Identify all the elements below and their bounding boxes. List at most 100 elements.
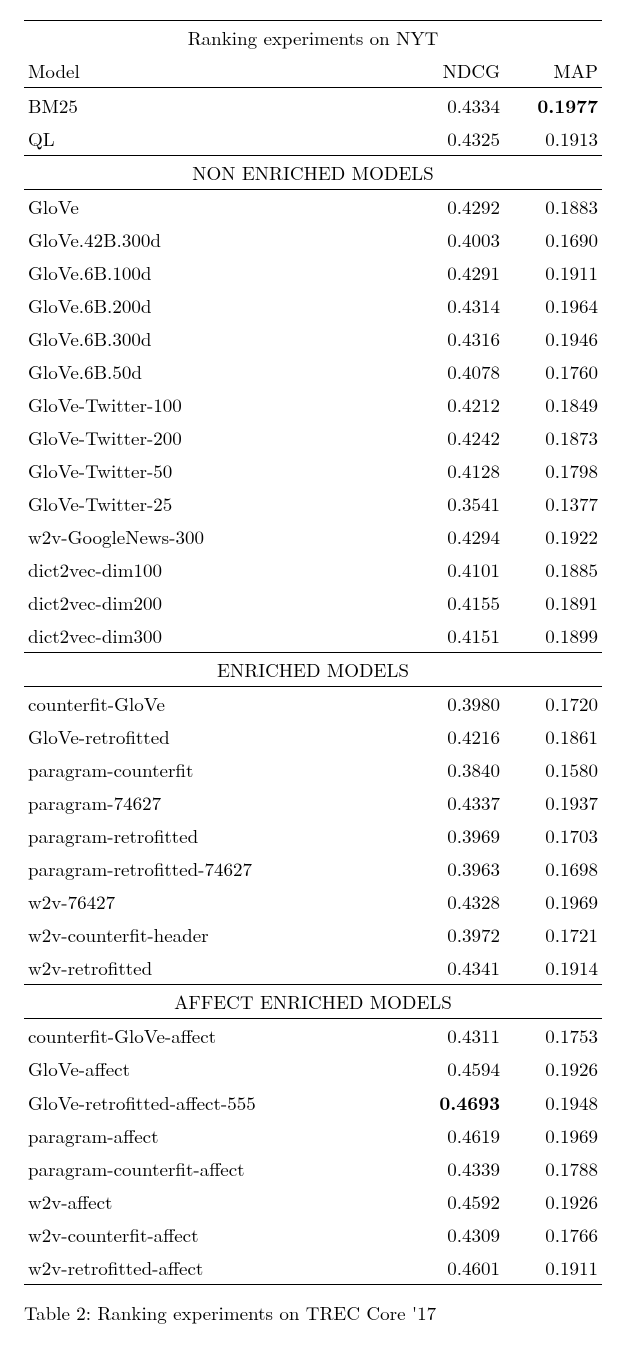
model-cell: GloVe-Twitter-50 xyxy=(24,454,406,487)
model-cell: GloVe-Twitter-25 xyxy=(24,487,406,520)
ndcg-cell: 0.4078 xyxy=(406,355,504,388)
ndcg-cell: 0.4316 xyxy=(406,322,504,355)
ndcg-cell: 0.4334 xyxy=(406,88,504,123)
model-cell: dict2vec-dim300 xyxy=(24,619,406,653)
table-row: GloVe-Twitter-2000.42420.1873 xyxy=(24,421,602,454)
map-cell: 0.1937 xyxy=(504,786,602,819)
table-row: w2v-affect0.45920.1926 xyxy=(24,1185,602,1218)
table-row: GloVe-Twitter-500.41280.1798 xyxy=(24,454,602,487)
ndcg-cell: 0.4128 xyxy=(406,454,504,487)
table-row: w2v-retrofitted0.43410.1914 xyxy=(24,951,602,985)
ndcg-cell: 0.4693 xyxy=(406,1085,504,1119)
map-cell: 0.1883 xyxy=(504,190,602,224)
model-cell: dict2vec-dim100 xyxy=(24,553,406,586)
model-cell: paragram-affect xyxy=(24,1119,406,1152)
table-row: GloVe-retrofitted-affect-5550.46930.1948 xyxy=(24,1085,602,1119)
table-row: w2v-764270.43280.1969 xyxy=(24,885,602,918)
ndcg-cell: 0.4601 xyxy=(406,1251,504,1285)
model-cell: paragram-retrofitted xyxy=(24,819,406,852)
model-cell: QL xyxy=(24,122,406,156)
model-cell: GloVe.6B.200d xyxy=(24,289,406,322)
table-row: GloVe.6B.100d0.42910.1911 xyxy=(24,256,602,289)
ndcg-cell: 0.3972 xyxy=(406,918,504,951)
table-row: GloVe-Twitter-1000.42120.1849 xyxy=(24,388,602,421)
model-cell: w2v-counterfit-affect xyxy=(24,1218,406,1251)
ndcg-cell: 0.4592 xyxy=(406,1185,504,1218)
model-cell: paragram-counterfit-affect xyxy=(24,1152,406,1185)
table-row: w2v-retrofitted-affect0.46010.1911 xyxy=(24,1251,602,1285)
table-caption: Table 2: Ranking experiments on TREC Cor… xyxy=(24,1299,602,1326)
model-cell: w2v-retrofitted xyxy=(24,951,406,985)
ndcg-cell: 0.4311 xyxy=(406,1019,504,1053)
table-row: GloVe.6B.50d0.40780.1760 xyxy=(24,355,602,388)
model-cell: GloVe.6B.50d xyxy=(24,355,406,388)
map-cell: 0.1721 xyxy=(504,918,602,951)
map-cell: 0.1948 xyxy=(504,1085,602,1119)
map-cell: 0.1698 xyxy=(504,852,602,885)
table-row: dict2vec-dim1000.41010.1885 xyxy=(24,553,602,586)
table-row: GloVe.42B.300d0.40030.1690 xyxy=(24,223,602,256)
map-cell: 0.1946 xyxy=(504,322,602,355)
ndcg-cell: 0.3963 xyxy=(406,852,504,885)
model-cell: paragram-74627 xyxy=(24,786,406,819)
table-row: counterfit-GloVe-affect0.43110.1753 xyxy=(24,1019,602,1053)
table-row: paragram-746270.43370.1937 xyxy=(24,786,602,819)
model-cell: w2v-76427 xyxy=(24,885,406,918)
model-cell: paragram-retrofitted-74627 xyxy=(24,852,406,885)
ndcg-cell: 0.4155 xyxy=(406,586,504,619)
map-cell: 0.1766 xyxy=(504,1218,602,1251)
ndcg-cell: 0.3980 xyxy=(406,687,504,721)
table-row: paragram-counterfit0.38400.1580 xyxy=(24,753,602,786)
ndcg-cell: 0.4339 xyxy=(406,1152,504,1185)
table-row: GloVe0.42920.1883 xyxy=(24,190,602,224)
map-cell: 0.1926 xyxy=(504,1052,602,1085)
column-header: Model xyxy=(24,54,406,88)
model-cell: GloVe.6B.100d xyxy=(24,256,406,289)
map-cell: 0.1703 xyxy=(504,819,602,852)
model-cell: w2v-GoogleNews-300 xyxy=(24,520,406,553)
map-cell: 0.1977 xyxy=(504,88,602,123)
table-row: GloVe.6B.200d0.43140.1964 xyxy=(24,289,602,322)
table-row: w2v-GoogleNews-3000.42940.1922 xyxy=(24,520,602,553)
table-row: dict2vec-dim3000.41510.1899 xyxy=(24,619,602,653)
table-row: paragram-retrofitted-746270.39630.1698 xyxy=(24,852,602,885)
section-header: ENRICHED MODELS xyxy=(24,653,602,687)
model-cell: paragram-counterfit xyxy=(24,753,406,786)
ndcg-cell: 0.4003 xyxy=(406,223,504,256)
map-cell: 0.1690 xyxy=(504,223,602,256)
map-cell: 0.1914 xyxy=(504,951,602,985)
table-title: Ranking experiments on NYT xyxy=(24,21,602,55)
ndcg-cell: 0.3969 xyxy=(406,819,504,852)
model-cell: BM25 xyxy=(24,88,406,123)
ndcg-cell: 0.4292 xyxy=(406,190,504,224)
table-row: paragram-retrofitted0.39690.1703 xyxy=(24,819,602,852)
ndcg-cell: 0.3840 xyxy=(406,753,504,786)
map-cell: 0.1913 xyxy=(504,122,602,156)
model-cell: w2v-retrofitted-affect xyxy=(24,1251,406,1285)
map-cell: 0.1798 xyxy=(504,454,602,487)
map-cell: 0.1911 xyxy=(504,1251,602,1285)
model-cell: GloVe-Twitter-200 xyxy=(24,421,406,454)
ndcg-cell: 0.4594 xyxy=(406,1052,504,1085)
table-row: GloVe-Twitter-250.35410.1377 xyxy=(24,487,602,520)
table-row: BM250.43340.1977 xyxy=(24,88,602,123)
map-cell: 0.1891 xyxy=(504,586,602,619)
ndcg-cell: 0.4101 xyxy=(406,553,504,586)
map-cell: 0.1760 xyxy=(504,355,602,388)
map-cell: 0.1377 xyxy=(504,487,602,520)
model-cell: GloVe-affect xyxy=(24,1052,406,1085)
map-cell: 0.1899 xyxy=(504,619,602,653)
map-cell: 0.1849 xyxy=(504,388,602,421)
ndcg-cell: 0.4314 xyxy=(406,289,504,322)
table-row: GloVe-retrofitted0.42160.1861 xyxy=(24,720,602,753)
map-cell: 0.1788 xyxy=(504,1152,602,1185)
map-cell: 0.1753 xyxy=(504,1019,602,1053)
table-row: w2v-counterfit-header0.39720.1721 xyxy=(24,918,602,951)
ndcg-cell: 0.4619 xyxy=(406,1119,504,1152)
table-row: GloVe-affect0.45940.1926 xyxy=(24,1052,602,1085)
map-cell: 0.1861 xyxy=(504,720,602,753)
table-row: w2v-counterfit-affect0.43090.1766 xyxy=(24,1218,602,1251)
map-cell: 0.1922 xyxy=(504,520,602,553)
model-cell: GloVe.6B.300d xyxy=(24,322,406,355)
ndcg-cell: 0.4309 xyxy=(406,1218,504,1251)
